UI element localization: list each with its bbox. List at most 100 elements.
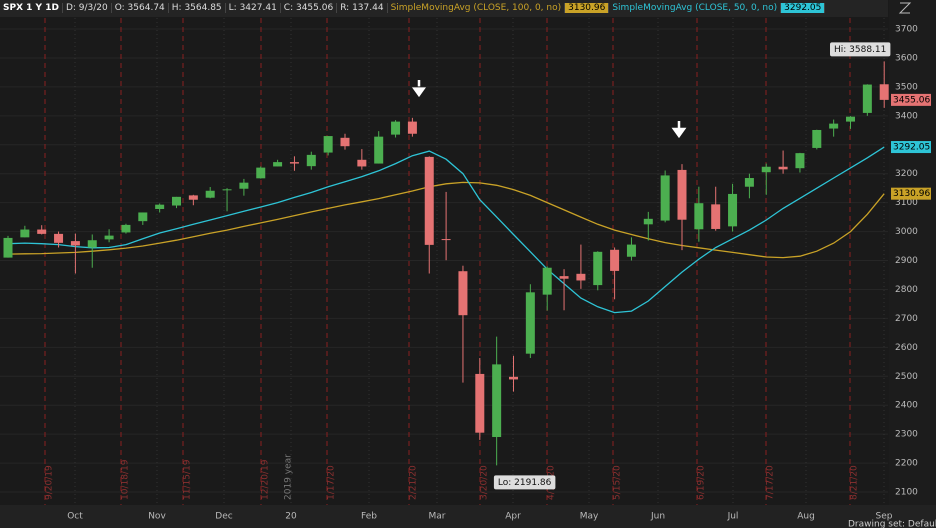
header-field: H: 3564.85: [168, 3, 226, 13]
x-tick-label: Jun: [650, 512, 665, 522]
y-tick-label: 3100: [895, 198, 918, 208]
sma-badge-box: [891, 187, 931, 200]
candle-body: [357, 159, 367, 167]
header-field: R: 137.44: [337, 3, 388, 13]
event-label: 11/15/19: [183, 459, 193, 500]
hi-callout-box: [830, 42, 891, 57]
y-tick-label: 2500: [895, 372, 918, 382]
candle-body: [559, 276, 569, 279]
legend-value: 3130.96: [565, 3, 610, 13]
candle-body: [677, 169, 687, 220]
symbol: SPX 1 Y 1D: [0, 3, 63, 13]
candle-body: [441, 239, 451, 241]
close-badge-box: [891, 93, 931, 106]
hi-callout-text: Hi: 3588.11: [834, 45, 886, 55]
y-tick-label: 3700: [895, 25, 918, 35]
candle-body: [509, 376, 518, 380]
candle-body: [862, 84, 872, 113]
candle-body: [610, 249, 620, 271]
candle-body: [711, 204, 721, 229]
y-tick-label: 2900: [895, 256, 918, 266]
candle-body: [391, 121, 401, 135]
candle-body: [3, 237, 13, 258]
candle-body: [172, 196, 181, 206]
y-tick-label: 3600: [895, 53, 918, 63]
x-tick-label: Aug: [797, 512, 815, 522]
candle-body: [795, 153, 805, 169]
candle-body: [492, 364, 502, 438]
y-tick-label: 2100: [895, 488, 918, 498]
header-field: D: 9/3/20: [62, 3, 112, 13]
candle-body: [525, 292, 535, 354]
event-label: 3/20/20: [480, 465, 490, 500]
candle-body: [542, 267, 552, 295]
y-axis-strip: [889, 0, 936, 505]
hi-callout: Hi: 3588.11: [830, 42, 891, 57]
lo-callout-box: [493, 475, 556, 490]
x-tick-label: Mar: [429, 512, 446, 522]
candle-body: [340, 137, 350, 147]
event-label: 2/21/20: [409, 465, 419, 500]
x-axis-strip: [0, 505, 936, 528]
candle-body: [54, 233, 64, 243]
candle-body: [87, 240, 97, 248]
candle-body: [188, 195, 198, 200]
event-label: 1/17/20: [327, 465, 337, 500]
year-label: 2019 year: [284, 454, 294, 500]
candle-body: [778, 166, 788, 170]
y-tick-label: 3400: [895, 111, 918, 121]
y-tick-label: 2400: [895, 401, 918, 411]
candle-body: [593, 251, 603, 286]
legend-entry: SimpleMovingAvg (CLOSE, 100, 0, no): [387, 3, 566, 13]
footer: Drawing set: Default: [848, 520, 936, 528]
sma-line: [7, 146, 885, 314]
header-field: O: 3564.74: [111, 3, 169, 13]
candle-body: [407, 121, 417, 134]
y-tick-label: 2200: [895, 459, 918, 469]
y-tick-label: 2800: [895, 285, 918, 295]
candle-body: [475, 373, 485, 433]
lo-callout: Lo: 2191.86: [493, 475, 556, 490]
event-label: 5/15/20: [613, 465, 623, 500]
x-tick-label: Feb: [361, 512, 377, 522]
event-label: 7/17/20: [766, 465, 776, 500]
candle-body: [576, 273, 586, 281]
candle-body: [846, 116, 855, 122]
x-tick-label: Sep: [876, 512, 893, 522]
candle-body: [306, 154, 316, 167]
y-tick-label: 2600: [895, 343, 918, 353]
event-label: 6/19/20: [697, 465, 707, 500]
sma-line: [7, 181, 885, 259]
x-tick-label: Oct: [67, 512, 83, 522]
event-label: 12/20/19: [261, 459, 271, 500]
x-tick-label: May: [580, 512, 599, 522]
candle-body: [424, 156, 434, 245]
candle-body: [744, 178, 754, 187]
y-tick-label: 2300: [895, 430, 918, 440]
candle-body: [694, 203, 704, 230]
candle-body: [155, 204, 165, 209]
candle-body: [273, 162, 283, 167]
candle-body: [643, 218, 653, 225]
candle-body: [104, 235, 114, 240]
icon[interactable]: [898, 2, 912, 14]
x-tick-label: Dec: [215, 512, 232, 522]
sma-badge: 3130.96: [893, 189, 930, 199]
legend-entry: SimpleMovingAvg (CLOSE, 50, 0, no): [609, 3, 782, 13]
event-label: 10/18/19: [121, 459, 131, 500]
candle-body: [70, 241, 80, 246]
header-field: L: 3427.41: [225, 3, 281, 13]
arrow: [411, 80, 427, 98]
candle-body: [660, 175, 670, 221]
x-tick-label: 20: [285, 512, 297, 522]
candle-body: [37, 229, 47, 234]
candle-body: [626, 244, 636, 257]
close-badge: 3455.06: [893, 95, 930, 105]
candle-body: [879, 84, 889, 100]
candle-body: [20, 229, 30, 238]
x-tick-label: Apr: [505, 512, 521, 522]
x-tick-label: Nov: [148, 512, 166, 522]
